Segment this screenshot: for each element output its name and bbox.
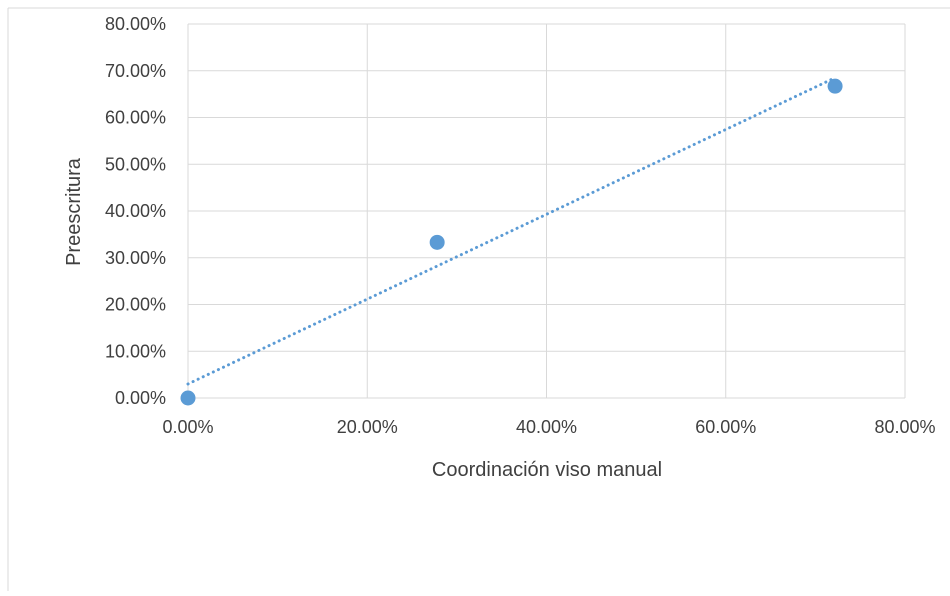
y-tick-label: 60.00%: [105, 108, 166, 128]
scatter-point: [429, 234, 445, 250]
y-tick-label: 70.00%: [105, 61, 166, 81]
y-tick-label: 40.00%: [105, 201, 166, 221]
x-tick-label: 80.00%: [874, 417, 935, 437]
x-tick-label: 0.00%: [162, 417, 213, 437]
y-axis-title: Preescritura: [63, 157, 85, 266]
trendline-layer: [186, 76, 837, 386]
y-tick-label: 20.00%: [105, 295, 166, 315]
gridlines: [187, 23, 906, 399]
tick-labels: 0.00% 10.00% 20.00% 30.00% 40.00% 50.00% 60.00…: [105, 14, 936, 437]
scatter-point: [180, 390, 196, 406]
x-axis-title: Coordinación viso manual: [432, 459, 662, 481]
y-tick-label: 30.00%: [105, 248, 166, 268]
y-tick-label: 50.00%: [105, 154, 166, 174]
y-tick-label: 80.00%: [105, 14, 166, 34]
x-tick-label: 20.00%: [337, 417, 398, 437]
x-tick-label: 40.00%: [516, 417, 577, 437]
x-tick-label: 60.00%: [695, 417, 756, 437]
scatter-point: [827, 78, 843, 94]
y-tick-label: 0.00%: [115, 388, 166, 408]
y-tick-label: 10.00%: [105, 341, 166, 361]
linear-trendline: [186, 76, 837, 386]
data-points: [180, 78, 843, 406]
